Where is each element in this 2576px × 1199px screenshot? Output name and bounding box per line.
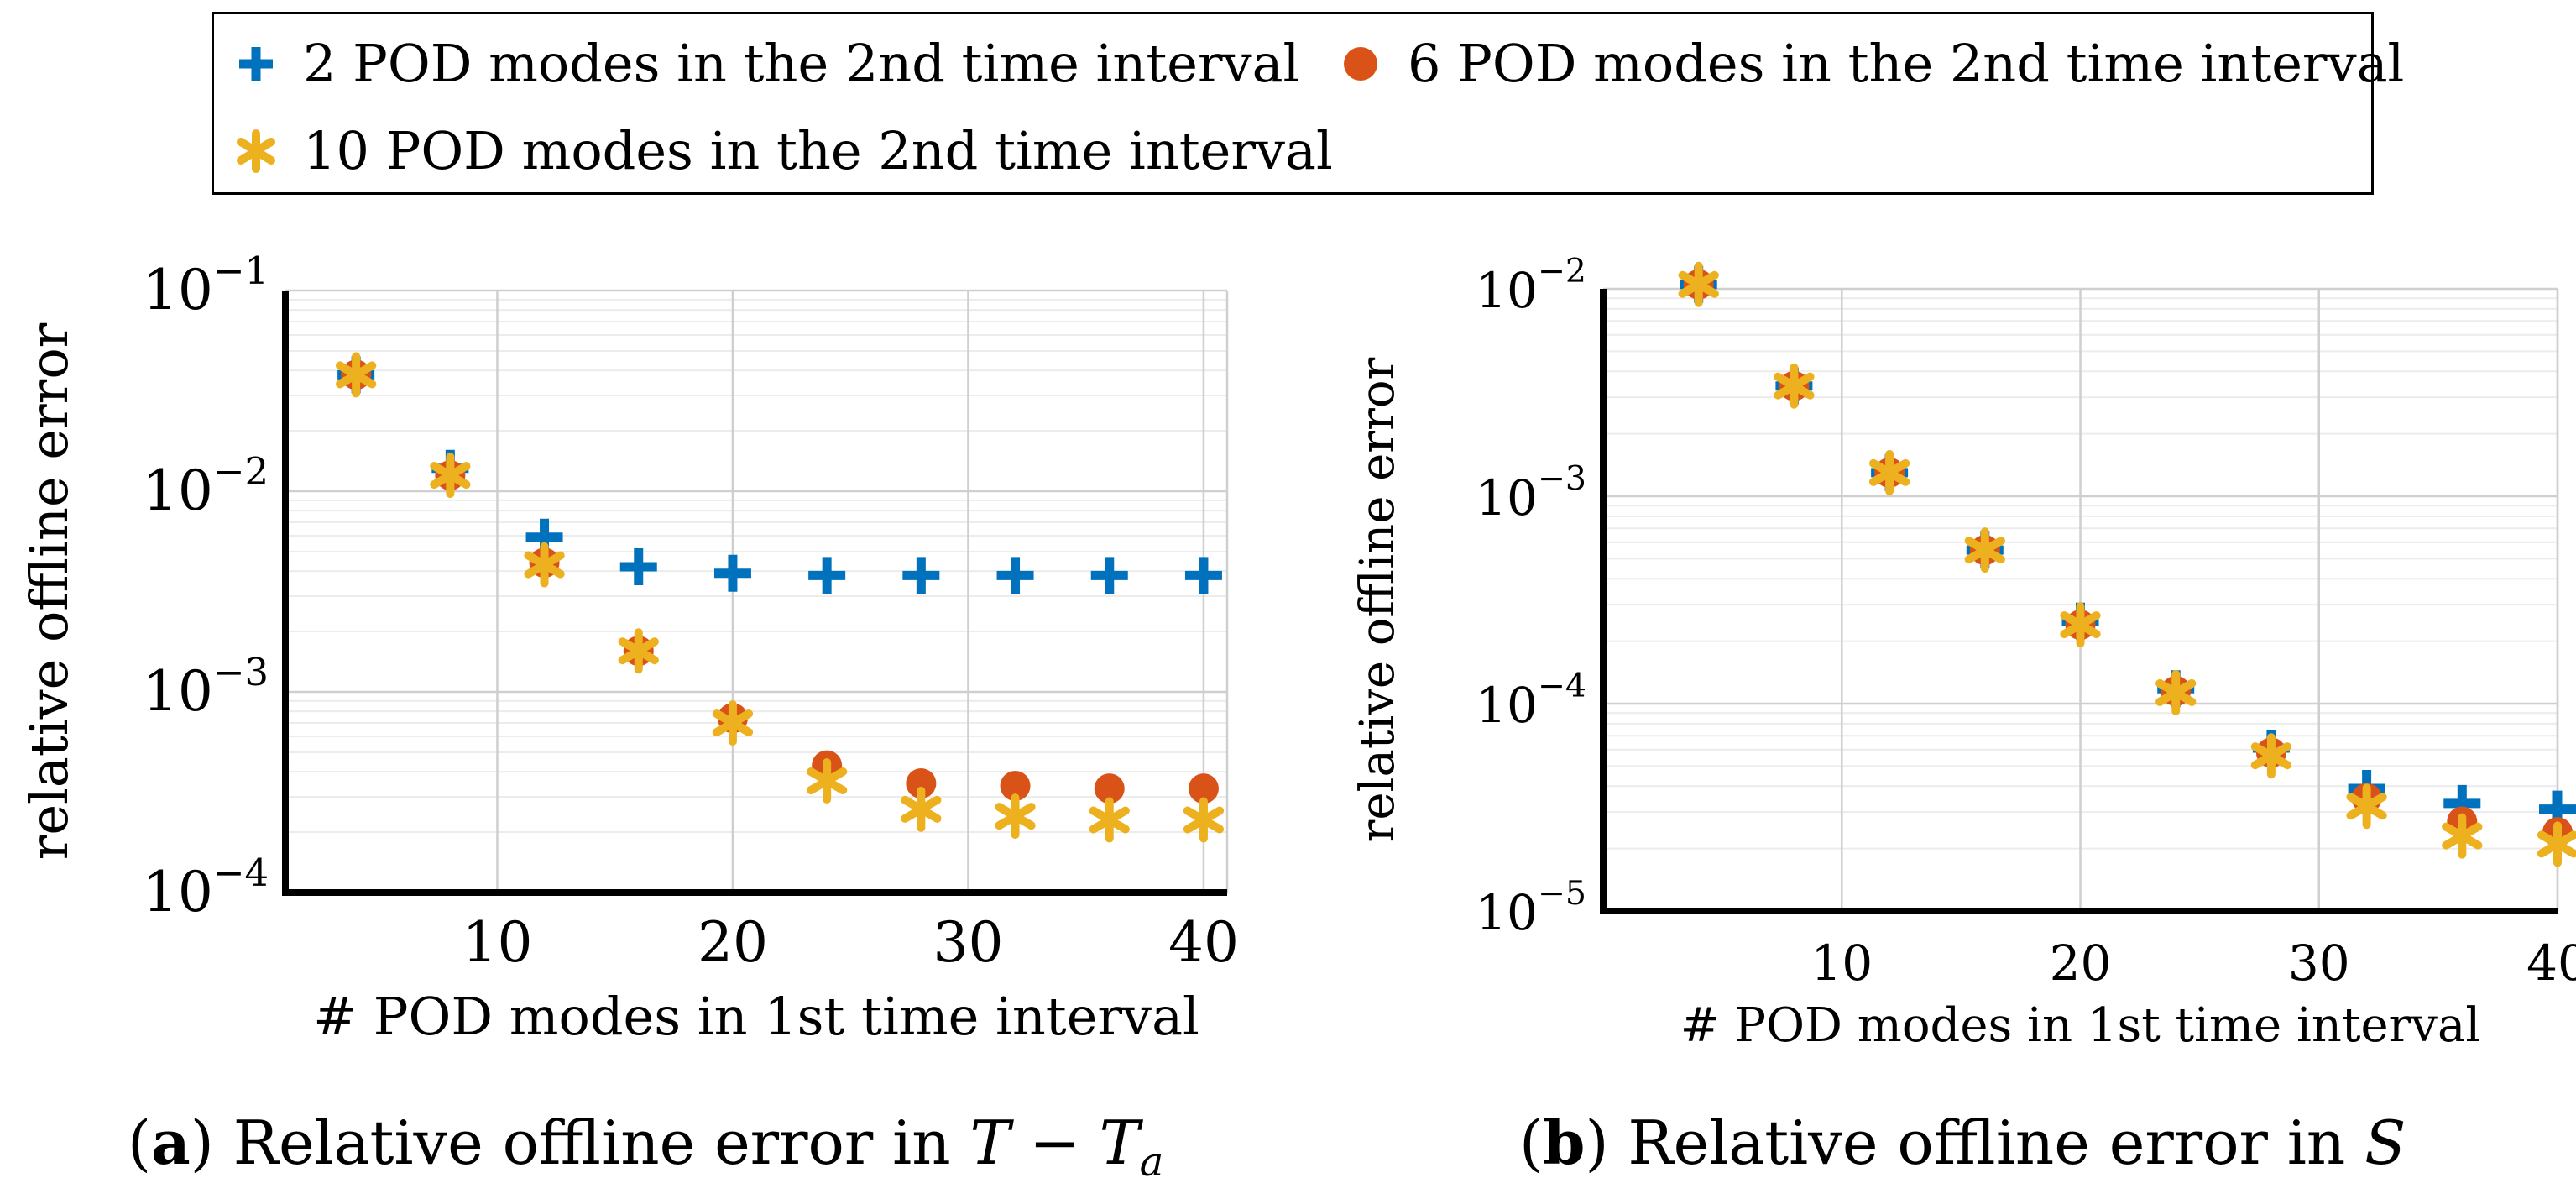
data-point-10-modes bbox=[430, 453, 471, 499]
y-axis-label: relative offline error bbox=[18, 322, 80, 860]
data-point-10-modes bbox=[336, 352, 377, 398]
x-tick-label: 30 bbox=[933, 910, 1003, 975]
data-point-10-modes bbox=[1183, 797, 1225, 843]
y-tick-label: 10−2 bbox=[143, 449, 269, 523]
data-point-2-modes bbox=[1090, 557, 1128, 594]
data-point-10-modes bbox=[995, 793, 1036, 840]
caption-a-math-rhs: T bbox=[1099, 1107, 1140, 1178]
legend-label: 10 POD modes in the 2nd time interval bbox=[303, 120, 1333, 181]
data-point-10-modes bbox=[712, 700, 754, 746]
plus-marker-icon bbox=[239, 46, 273, 81]
data-point-10-modes bbox=[2060, 602, 2101, 648]
data-point-10-modes bbox=[1964, 527, 2005, 573]
x-axis-label: # POD modes in 1st time interval bbox=[1680, 998, 2481, 1053]
y-tick-label: 10−2 bbox=[1476, 252, 1586, 319]
data-point-10-modes bbox=[2155, 669, 2197, 715]
caption-a-math-op: − bbox=[1029, 1107, 1080, 1178]
data-point-2-modes bbox=[996, 557, 1034, 594]
legend-entry-6-modes: 6 POD modes in the 2nd time interval bbox=[1335, 33, 2404, 94]
data-point-10-modes bbox=[2442, 813, 2483, 859]
data-point-10-modes bbox=[901, 786, 942, 832]
caption-a: (a) Relative offline error in T − Ta bbox=[128, 1107, 1164, 1186]
caption-a-tag: a bbox=[151, 1107, 191, 1178]
x-tick-label: 40 bbox=[2526, 935, 2576, 992]
circle-marker-icon bbox=[1344, 46, 1377, 81]
y-tick-label: 10−3 bbox=[143, 650, 269, 724]
data-point-10-modes bbox=[1089, 797, 1130, 843]
legend-entry-10-modes: 10 POD modes in the 2nd time interval bbox=[231, 120, 1333, 181]
caption-a-text: Relative offline error in bbox=[233, 1107, 951, 1178]
data-point-2-modes bbox=[713, 554, 751, 592]
data-point-10-modes bbox=[807, 758, 848, 804]
chart-a: 10 20 30 40 10−4 10−3 10−2 10−1 # POD modes in 1… bbox=[18, 249, 1239, 1047]
x-tick-label: 10 bbox=[462, 910, 532, 975]
caption-b-text: Relative offline error in bbox=[1628, 1107, 2346, 1178]
x-tick-label: 40 bbox=[1168, 910, 1239, 975]
data-point-6-modes bbox=[1094, 773, 1125, 804]
y-tick-label: 10−4 bbox=[1476, 667, 1586, 734]
caption-b-tag: b bbox=[1543, 1107, 1586, 1178]
data-point-10-modes bbox=[1868, 449, 1910, 495]
x-tick-label: 20 bbox=[2050, 935, 2112, 992]
data-point-10-modes bbox=[1774, 363, 1815, 409]
x-tick-label: 10 bbox=[1811, 935, 1873, 992]
data-point-10-modes bbox=[1678, 261, 1719, 307]
data-point-6-modes bbox=[906, 767, 937, 798]
x-tick-label: 30 bbox=[2288, 935, 2350, 992]
data-point-2-modes bbox=[619, 548, 657, 586]
data-point-10-modes bbox=[618, 628, 659, 674]
caption-b: (b) Relative offline error in S bbox=[1519, 1107, 2406, 1178]
x-axis-label: # POD modes in 1st time interval bbox=[313, 986, 1199, 1047]
data-point-2-modes bbox=[1184, 557, 1222, 594]
legend-entry-2-modes: 2 POD modes in the 2nd time interval bbox=[231, 33, 1299, 94]
legend-label: 2 POD modes in the 2nd time interval bbox=[303, 33, 1300, 94]
y-tick-label: 10−1 bbox=[143, 249, 269, 322]
caption-a-math-sub: a bbox=[1139, 1139, 1164, 1186]
chart-b: 10 20 30 40 10−5 10−4 10−3 10−2 # POD modes in 1… bbox=[1351, 252, 2576, 1053]
caption-a-math-lhs: T bbox=[969, 1107, 1011, 1178]
x-tick-label: 20 bbox=[698, 910, 768, 975]
data-point-10-modes bbox=[524, 542, 565, 588]
data-point-10-modes bbox=[2537, 821, 2576, 867]
data-point-10-modes bbox=[2346, 783, 2387, 830]
y-tick-label: 10−4 bbox=[143, 851, 269, 924]
data-point-6-modes bbox=[1188, 773, 1219, 804]
legend: 2 POD modes in the 2nd time interval 6 P… bbox=[212, 12, 2404, 195]
y-tick-label: 10−3 bbox=[1476, 459, 1586, 526]
data-point-2-modes bbox=[808, 557, 846, 594]
legend-label: 6 POD modes in the 2nd time interval bbox=[1408, 33, 2405, 94]
y-tick-label: 10−5 bbox=[1476, 874, 1586, 941]
data-point-2-modes bbox=[902, 557, 940, 594]
y-axis-label: relative offline error bbox=[1351, 357, 1405, 842]
caption-b-math: S bbox=[2364, 1107, 2406, 1178]
data-point-6-modes bbox=[1000, 770, 1031, 801]
asterisk-marker-icon bbox=[237, 128, 275, 173]
data-point-10-modes bbox=[2250, 733, 2292, 779]
